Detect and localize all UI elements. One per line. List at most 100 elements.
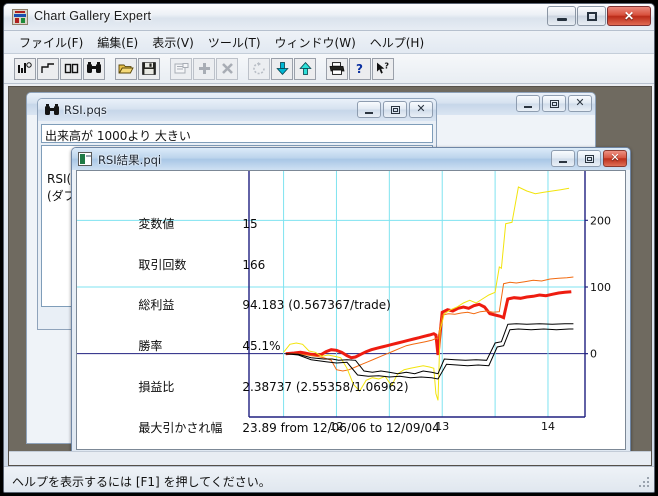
stat-row: 最長回復日数166 from 12/06/06 to 13/01/24 xyxy=(85,449,440,450)
stat-label-0: 変数値 xyxy=(138,216,175,231)
mdi-window-background-controls: ✕ xyxy=(514,95,592,113)
stat-label-1: 取引回数 xyxy=(138,257,187,272)
stat-value-3: 45.1% xyxy=(242,339,281,354)
toolbar-separator-3 xyxy=(239,58,247,80)
minimize-button[interactable] xyxy=(547,6,576,26)
svg-text:200: 200 xyxy=(590,214,611,227)
chart-app-icon xyxy=(12,9,28,25)
app-title: Chart Gallery Expert xyxy=(34,9,152,23)
mdi-horizontal-scrollbar[interactable] xyxy=(9,451,651,465)
new-formula-icon[interactable] xyxy=(37,57,59,80)
title-bar[interactable]: Chart Gallery Expert ✕ xyxy=(4,4,654,31)
close-button[interactable]: ✕ xyxy=(607,6,651,26)
toolbar-separator-1 xyxy=(106,58,114,80)
condition-input[interactable]: 出来高が 1000より 大きい xyxy=(41,124,433,143)
menu-bar: ファイル(F) 編集(E) 表示(V) ツール(T) ウィンドウ(W) ヘルプ(… xyxy=(4,31,654,54)
svg-text:12: 12 xyxy=(329,420,343,433)
condition-list-item-1[interactable]: RSI(1 xyxy=(47,172,79,186)
delete-x-icon[interactable] xyxy=(216,57,238,80)
mdi-back-close-button[interactable]: ✕ xyxy=(568,95,592,112)
binoculars-search-icon[interactable] xyxy=(83,57,105,80)
rsi-pqs-titlebar[interactable]: RSI.pqs ✕ xyxy=(38,99,436,121)
mdi-client-area: ✕ RSI.p xyxy=(8,86,652,466)
upload-arrow-icon[interactable] xyxy=(294,57,316,80)
mdi-window-rsi-result-pqi[interactable]: RSI結果.pqi ✕ 200 100 0 12 13 14 xyxy=(71,147,631,455)
svg-text:0: 0 xyxy=(590,348,597,361)
resize-grip[interactable] xyxy=(637,475,651,489)
svg-text:100: 100 xyxy=(590,281,611,294)
stat-row: 勝率 45.1% xyxy=(85,327,440,353)
context-help-icon[interactable]: ? xyxy=(372,57,394,80)
menu-label-tools: ツール(T) xyxy=(207,35,261,50)
document-chart-icon xyxy=(78,152,92,166)
menu-item-help[interactable]: ヘルプ(H) xyxy=(363,32,431,53)
add-plus-icon[interactable] xyxy=(193,57,215,80)
save-disk-icon[interactable] xyxy=(138,57,160,80)
toolbar-separator-4 xyxy=(317,58,325,80)
status-bar-text: ヘルプを表示するには [F1] を押してください。 xyxy=(12,475,271,489)
outer-frame: Chart Gallery Expert ✕ ファイル(F) 編集(E) 表示(… xyxy=(3,3,655,493)
rsi-pqs-minimize-button[interactable] xyxy=(357,101,381,118)
open-folder-icon[interactable] xyxy=(115,57,137,80)
stat-row: 最大引かされ幅 23.89 from 12/06/06 to 12/09/04 xyxy=(85,408,439,434)
rsi-pqs-restore-button[interactable] xyxy=(383,101,407,118)
toolbar: ? ? xyxy=(4,54,654,84)
new-chart-icon[interactable] xyxy=(14,57,36,80)
window-controls: ✕ xyxy=(546,6,651,27)
menu-item-window[interactable]: ウィンドウ(W) xyxy=(268,32,363,53)
stat-label-5: 最大引かされ幅 xyxy=(138,420,223,435)
menu-label-view: 表示(V) xyxy=(152,35,194,50)
menu-item-file[interactable]: ファイル(F) xyxy=(12,32,90,53)
stat-row: 変数値 15 xyxy=(85,204,440,230)
stat-label-2: 総利益 xyxy=(138,298,175,313)
stat-value-5: 23.89 from 12/06/06 to 12/09/04 xyxy=(242,420,440,435)
mdi-back-minimize-button[interactable] xyxy=(516,95,540,112)
mdi-back-restore-button[interactable] xyxy=(542,95,566,112)
rsi-pqs-close-button[interactable]: ✕ xyxy=(409,101,433,118)
svg-text:?: ? xyxy=(384,62,389,71)
rsi-pqi-controls: ✕ xyxy=(549,150,627,168)
stat-row: 総利益 94.183 (0.567367/trade) xyxy=(85,286,440,312)
rsi-pqi-close-button[interactable]: ✕ xyxy=(603,150,627,167)
rsi-pqs-controls: ✕ xyxy=(355,101,433,119)
menu-label-edit: 編集(E) xyxy=(97,35,139,50)
columns-icon[interactable] xyxy=(60,57,82,80)
stat-value-4: 2.38737 (2.55358/1.06962) xyxy=(242,379,409,394)
menu-label-file: ファイル(F) xyxy=(19,35,84,50)
equity-chart: 200 100 0 12 13 14 xyxy=(77,171,625,449)
download-arrow-icon[interactable] xyxy=(271,57,293,80)
stat-label-3: 勝率 xyxy=(138,339,163,354)
help-question-icon[interactable]: ? xyxy=(349,57,371,80)
print-icon[interactable] xyxy=(326,57,348,80)
menu-item-edit[interactable]: 編集(E) xyxy=(90,32,145,53)
stat-row: 損益比 2.38737 (2.55358/1.06962) xyxy=(85,367,440,393)
rsi-pqi-restore-button[interactable] xyxy=(577,150,601,167)
menu-item-tools[interactable]: ツール(T) xyxy=(201,32,268,53)
menu-label-help: ヘルプ(H) xyxy=(369,35,425,50)
svg-text:14: 14 xyxy=(541,420,555,433)
equity-chart-svg: 200 100 0 12 13 14 xyxy=(77,171,611,433)
maximize-button[interactable] xyxy=(577,6,606,26)
rsi-pqi-title: RSI結果.pqi xyxy=(98,153,162,167)
stat-value-1: 166 xyxy=(242,257,266,272)
binoculars-icon xyxy=(44,103,60,117)
stat-value-2: 94.183 (0.567367/trade) xyxy=(242,298,391,313)
menu-item-view[interactable]: 表示(V) xyxy=(145,32,201,53)
statistics-block: 変数値 15 取引回数 166 総利益 94.183 (0.567367/trade)… xyxy=(85,177,440,450)
rsi-pqi-titlebar[interactable]: RSI結果.pqi ✕ xyxy=(72,148,630,170)
stat-value-0: 15 xyxy=(242,216,258,231)
stat-label-4: 損益比 xyxy=(138,379,175,394)
rsi-pqs-title: RSI.pqs xyxy=(64,103,107,117)
menu-label-window: ウィンドウ(W) xyxy=(274,35,356,50)
svg-text:13: 13 xyxy=(435,420,449,433)
toolbar-separator-2 xyxy=(161,58,169,80)
svg-text:?: ? xyxy=(356,62,363,75)
rsi-pqi-body: 200 100 0 12 13 14 変数値 15 取引回数 166 総利益 94.183 (0… xyxy=(76,170,626,450)
rsi-pqi-minimize-button[interactable] xyxy=(551,150,575,167)
properties-icon[interactable] xyxy=(170,57,192,80)
condition-list-item-2[interactable]: (ダブ xyxy=(47,189,76,203)
stat-row: 取引回数 166 xyxy=(85,245,440,271)
refresh-icon[interactable] xyxy=(248,57,270,80)
status-bar: ヘルプを表示するには [F1] を押してください。 xyxy=(4,466,654,492)
